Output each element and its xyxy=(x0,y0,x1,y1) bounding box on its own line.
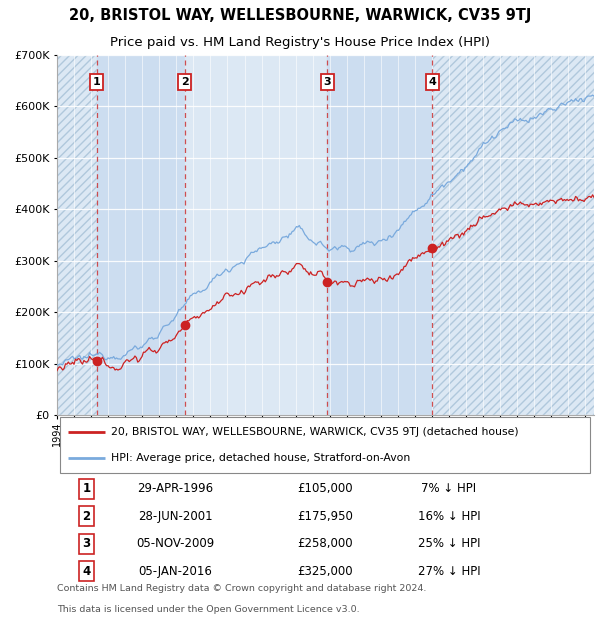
Text: 3: 3 xyxy=(82,538,91,551)
Text: 29-APR-1996: 29-APR-1996 xyxy=(137,482,213,495)
Text: 28-JUN-2001: 28-JUN-2001 xyxy=(138,510,212,523)
Bar xyxy=(97,55,185,415)
Text: 27% ↓ HPI: 27% ↓ HPI xyxy=(418,565,481,578)
Text: 20, BRISTOL WAY, WELLESBOURNE, WARWICK, CV35 9TJ (detached house): 20, BRISTOL WAY, WELLESBOURNE, WARWICK, … xyxy=(110,427,518,437)
Bar xyxy=(432,55,594,415)
Text: 1: 1 xyxy=(93,77,101,87)
Text: £105,000: £105,000 xyxy=(298,482,353,495)
Text: 3: 3 xyxy=(323,77,331,87)
Bar xyxy=(327,55,432,415)
Text: £175,950: £175,950 xyxy=(298,510,353,523)
Text: HPI: Average price, detached house, Stratford-on-Avon: HPI: Average price, detached house, Stra… xyxy=(110,453,410,463)
Text: Price paid vs. HM Land Registry's House Price Index (HPI): Price paid vs. HM Land Registry's House … xyxy=(110,37,490,50)
Text: 20, BRISTOL WAY, WELLESBOURNE, WARWICK, CV35 9TJ: 20, BRISTOL WAY, WELLESBOURNE, WARWICK, … xyxy=(69,8,531,23)
Text: 25% ↓ HPI: 25% ↓ HPI xyxy=(418,538,480,551)
Text: £258,000: £258,000 xyxy=(298,538,353,551)
Text: 16% ↓ HPI: 16% ↓ HPI xyxy=(418,510,481,523)
Text: 2: 2 xyxy=(181,77,188,87)
Text: £325,000: £325,000 xyxy=(298,565,353,578)
Bar xyxy=(57,55,97,415)
Text: 1: 1 xyxy=(82,482,91,495)
FancyBboxPatch shape xyxy=(59,417,590,472)
Text: 05-JAN-2016: 05-JAN-2016 xyxy=(138,565,212,578)
Text: Contains HM Land Registry data © Crown copyright and database right 2024.: Contains HM Land Registry data © Crown c… xyxy=(57,584,427,593)
Bar xyxy=(185,55,327,415)
Text: 4: 4 xyxy=(82,565,91,578)
Text: 2: 2 xyxy=(82,510,91,523)
Text: This data is licensed under the Open Government Licence v3.0.: This data is licensed under the Open Gov… xyxy=(57,605,359,614)
Text: 05-NOV-2009: 05-NOV-2009 xyxy=(136,538,214,551)
Text: 7% ↓ HPI: 7% ↓ HPI xyxy=(421,482,476,495)
Text: 4: 4 xyxy=(428,77,436,87)
